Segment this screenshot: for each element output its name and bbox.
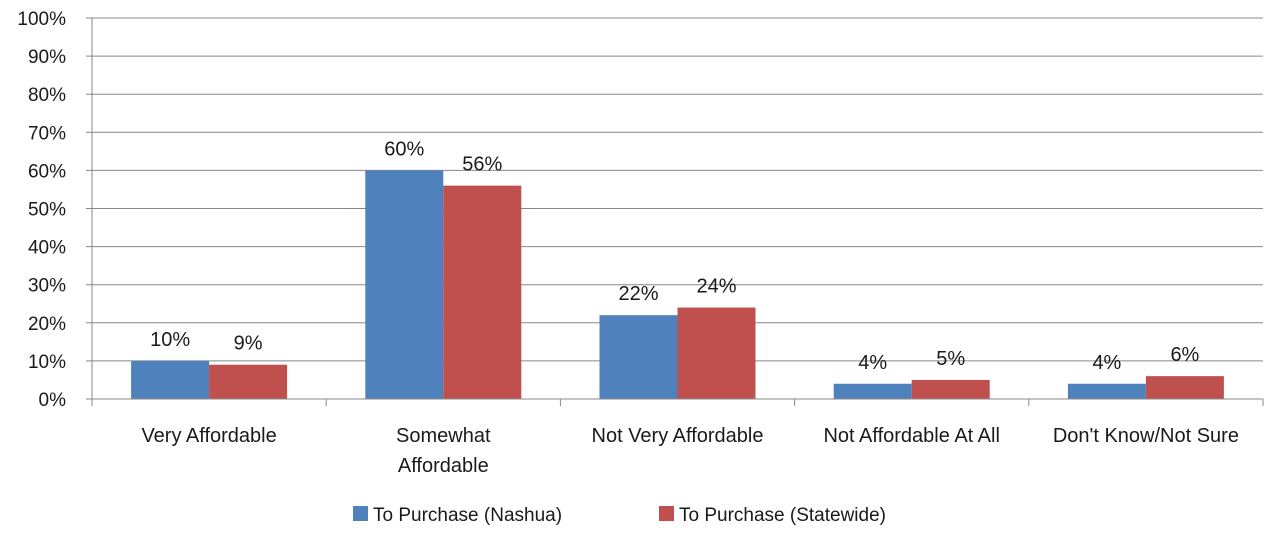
data-label: 6%	[1170, 344, 1199, 366]
data-label: 4%	[858, 352, 887, 374]
bar-statewide	[443, 185, 522, 399]
legend-label: To Purchase (Nashua)	[373, 505, 562, 526]
data-label: 24%	[696, 276, 736, 298]
y-tick-label: 90%	[28, 47, 66, 68]
legend-swatch	[659, 506, 674, 521]
data-labels: 10% 9% 60% 56% 22% 24% 4% 5% 4% 6%	[150, 138, 1199, 373]
category-labels: Very Affordable Somewhat Affordable Not Ver…	[141, 425, 1239, 477]
bar-statewide	[1145, 376, 1224, 399]
y-tick-label: 10%	[28, 352, 66, 373]
bar-nashua	[1067, 383, 1146, 399]
category-label-line: Somewhat	[396, 425, 491, 447]
data-label: 9%	[234, 333, 263, 355]
category-label: Don't Know/Not Sure	[1053, 425, 1239, 447]
bar-nashua	[599, 315, 678, 399]
category-label: Not Very Affordable	[592, 425, 764, 447]
data-label: 22%	[618, 283, 658, 305]
category-label-line: Very Affordable	[141, 425, 276, 447]
y-tick-label: 40%	[28, 238, 66, 259]
y-tick-label: 50%	[28, 200, 66, 221]
bar-nashua	[131, 360, 210, 399]
data-label: 4%	[1092, 352, 1121, 374]
category-label: Somewhat Affordable	[396, 425, 491, 477]
bars	[131, 170, 1224, 399]
data-label: 5%	[936, 348, 965, 370]
y-tick-label: 60%	[28, 161, 66, 182]
y-tick-label: 80%	[28, 85, 66, 106]
bar-nashua	[365, 170, 444, 399]
category-label: Very Affordable	[141, 425, 276, 447]
category-label-line: Affordable	[398, 455, 489, 477]
bar-statewide	[911, 379, 990, 399]
bar-statewide	[677, 307, 756, 399]
category-label: Not Affordable At All	[823, 425, 999, 447]
data-label: 56%	[462, 154, 502, 176]
category-label-line: Don't Know/Not Sure	[1053, 425, 1239, 447]
y-tick-label: 20%	[28, 314, 66, 335]
y-tick-label: 30%	[28, 276, 66, 297]
gridlines	[92, 17, 1263, 362]
category-label-line: Not Very Affordable	[592, 425, 764, 447]
data-label: 10%	[150, 329, 190, 351]
bar-nashua	[833, 383, 912, 399]
legend-swatch	[353, 506, 368, 521]
legend-label: To Purchase (Statewide)	[679, 505, 886, 526]
legend: To Purchase (Nashua) To Purchase (Statewi…	[353, 505, 886, 526]
data-label: 60%	[384, 138, 424, 160]
y-tick-label: 0%	[39, 390, 67, 411]
y-tick-label: 70%	[28, 123, 66, 144]
axes	[86, 17, 1264, 406]
bar-statewide	[209, 364, 288, 399]
category-label-line: Not Affordable At All	[823, 425, 999, 447]
y-axis-tick-labels: 0% 10% 20% 30% 40% 50% 60% 70% 80% 90% 100%	[17, 9, 66, 411]
y-tick-label: 100%	[17, 9, 66, 30]
